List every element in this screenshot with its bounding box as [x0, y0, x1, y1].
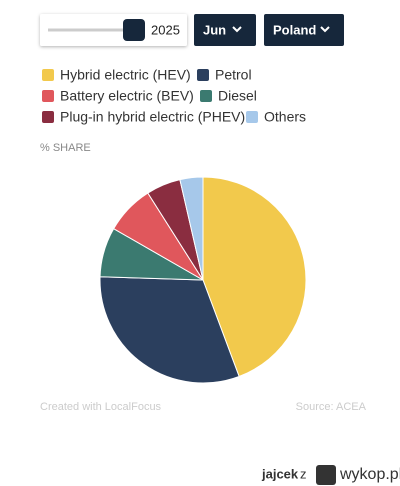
legend-swatch	[246, 111, 258, 123]
legend-label: Diesel	[218, 88, 257, 104]
chevron	[232, 26, 242, 33]
legend-label: Battery electric (BEV)	[60, 88, 194, 104]
pie-slice	[179, 176, 204, 281]
pie-slice	[202, 176, 307, 378]
month-dropdown[interactable]: Jun	[194, 14, 256, 46]
year-label: 2025	[151, 22, 180, 37]
chevron	[320, 26, 330, 33]
legend-label: Others	[264, 109, 306, 125]
slider-knob[interactable]	[123, 19, 145, 41]
legend-label: Petrol	[215, 67, 252, 83]
dropdown-box[interactable]	[194, 14, 256, 46]
credit: Created with LocalFocus	[40, 401, 162, 413]
watermark-separator: z	[300, 466, 307, 481]
watermark-site: wykop.pl	[339, 466, 400, 483]
chart-subtitle: % SHARE	[40, 142, 91, 154]
dropdown-box[interactable]	[264, 14, 344, 46]
legend-swatch	[200, 90, 212, 102]
legend-label: Plug-in hybrid electric (PHEV)	[60, 109, 245, 125]
legend-label: Hybrid electric (HEV)	[60, 67, 191, 83]
legend-swatch	[42, 111, 54, 123]
legend-swatch	[42, 69, 54, 81]
legend-swatch	[42, 90, 54, 102]
month-label: Jun	[203, 22, 226, 37]
watermark-user: jajcek	[261, 466, 299, 481]
country-dropdown[interactable]: Poland	[264, 14, 344, 46]
wykop-logo	[316, 465, 336, 485]
year-slider[interactable]: 2025	[40, 14, 187, 46]
source: Source: ACEA	[296, 401, 367, 413]
pie-slice	[99, 276, 240, 384]
legend-swatch	[197, 69, 209, 81]
country-label: Poland	[273, 22, 316, 37]
